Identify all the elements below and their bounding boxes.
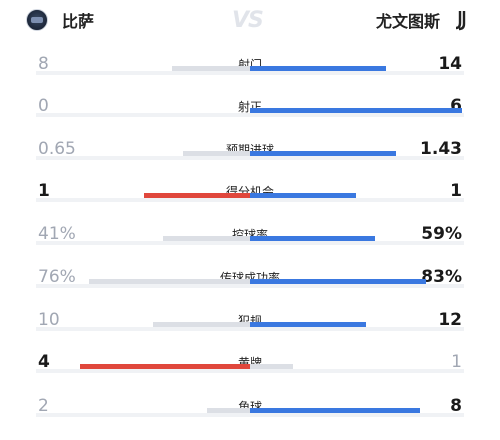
away-value: 1	[451, 352, 462, 372]
home-value: 76%	[38, 267, 76, 287]
bar-track	[36, 241, 464, 245]
away-bar	[250, 236, 375, 241]
home-team[interactable]: 比萨	[26, 8, 94, 32]
bar-track	[36, 369, 464, 373]
stat-row-expected-goals: 0.65 预期进球 1.43	[0, 139, 500, 181]
away-value: 8	[450, 396, 462, 416]
home-value: 41%	[38, 224, 76, 244]
stat-row-pass-accuracy: 76% 传球成功率 83%	[0, 267, 500, 309]
home-bar	[172, 66, 250, 71]
home-bar	[183, 151, 250, 156]
bar-track	[36, 413, 464, 417]
away-team-name: 尤文图斯	[375, 12, 440, 31]
home-value: 8	[38, 54, 49, 74]
away-value: 6	[450, 96, 462, 116]
home-value: 0	[38, 96, 49, 116]
home-bar	[144, 193, 250, 198]
home-team-name: 比萨	[62, 12, 95, 31]
vs-label: VS	[232, 8, 264, 33]
home-bar	[207, 408, 250, 413]
home-value: 10	[38, 310, 60, 330]
stat-row-big-chances: 1 得分机会 1	[0, 181, 500, 223]
bar-track	[36, 113, 464, 117]
stat-row-possession: 41% 控球率 59%	[0, 224, 500, 266]
juventus-logo-icon	[455, 11, 466, 31]
stat-row-fouls: 10 犯规 12	[0, 310, 500, 352]
bar-track	[36, 71, 464, 75]
away-bar	[250, 193, 356, 198]
stat-row-corners: 2 角球 8	[0, 396, 500, 438]
bar-track	[36, 327, 464, 331]
away-value: 1	[450, 181, 462, 201]
away-bar	[250, 151, 396, 156]
home-bar	[153, 322, 250, 327]
away-value: 83%	[421, 267, 462, 287]
away-bar	[250, 408, 420, 413]
away-bar	[250, 108, 462, 113]
bar-track	[36, 284, 464, 288]
bar-track	[36, 156, 464, 160]
away-bar	[250, 279, 426, 284]
away-bar	[250, 66, 386, 71]
home-bar	[89, 279, 250, 284]
match-header: 比萨 VS 尤文图斯	[0, 0, 500, 40]
away-value: 1.43	[420, 139, 462, 159]
stat-row-shots-on-target: 0 射正 6	[0, 96, 500, 138]
home-value: 2	[38, 396, 49, 416]
home-value: 1	[38, 181, 50, 201]
away-bar	[250, 322, 366, 327]
stat-row-yellow-cards: 4 黄牌 1	[0, 352, 500, 394]
home-value: 0.65	[38, 139, 76, 159]
stat-row-shots: 8 射门 14	[0, 54, 500, 96]
away-team[interactable]: 尤文图斯	[376, 8, 474, 32]
away-value: 12	[438, 310, 462, 330]
away-value: 14	[438, 54, 462, 74]
bar-track	[36, 198, 464, 202]
home-bar	[80, 364, 250, 369]
away-bar	[250, 364, 293, 369]
pisa-logo-icon	[26, 9, 48, 31]
home-bar	[163, 236, 250, 241]
home-value: 4	[38, 352, 50, 372]
away-value: 59%	[421, 224, 462, 244]
